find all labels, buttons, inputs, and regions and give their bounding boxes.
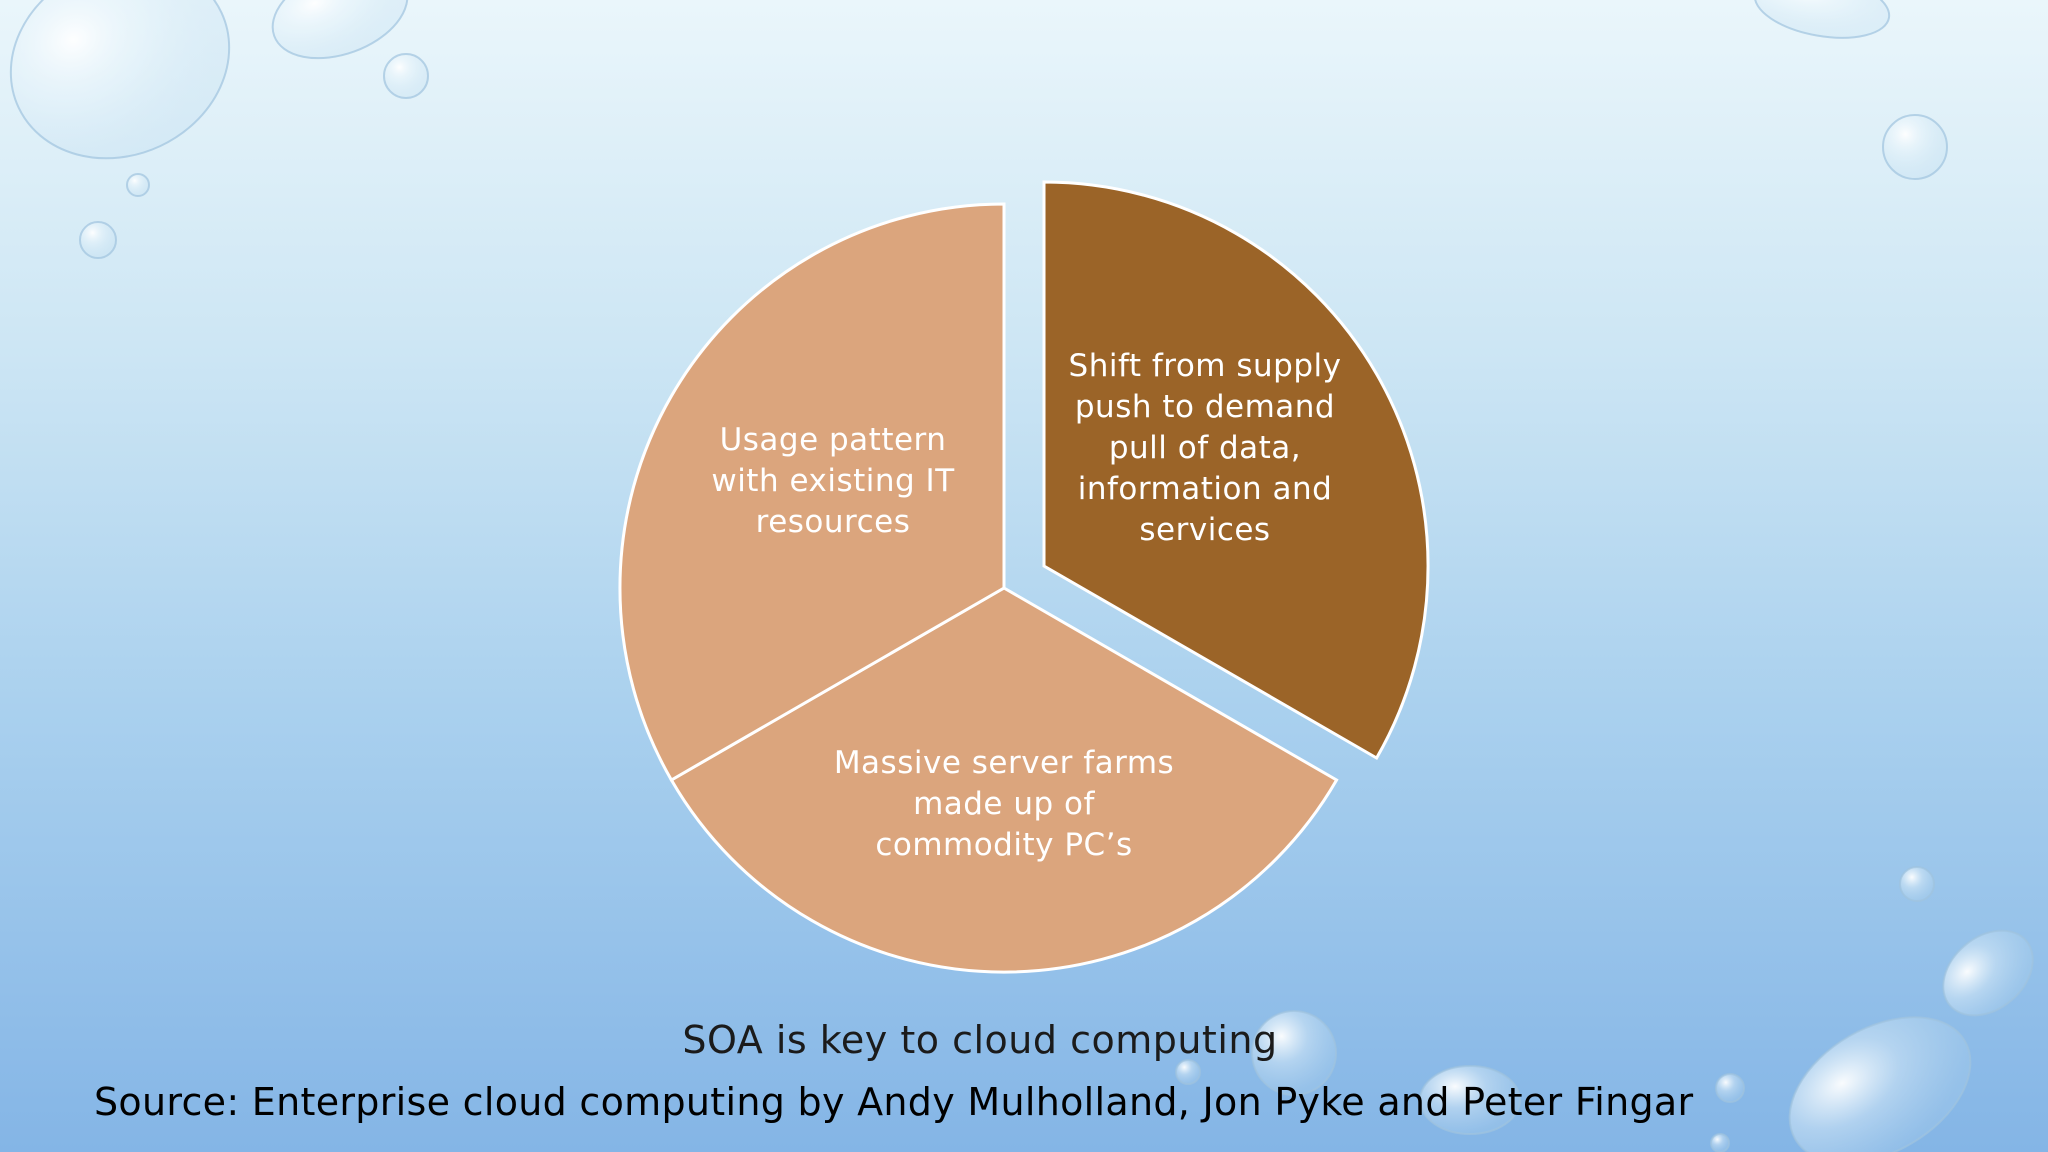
drop-icon (126, 173, 150, 197)
segment-shift-to-demand-pull (1042, 180, 1430, 761)
drop-icon (1251, 1010, 1337, 1096)
segment-label-shift-to-demand-pull: Shift from supply push to demand pull of… (1068, 348, 1342, 548)
drop-icon (1710, 1133, 1730, 1152)
drop-icon (9, 0, 231, 160)
segment-label-usage-pattern: Usage pattern with existing IT resources (711, 422, 955, 540)
drop-icon (1715, 1073, 1745, 1103)
drop-icon (1788, 1016, 1972, 1152)
drop-icon (1899, 866, 1935, 902)
diagram-caption: SOA is key to cloud computing (682, 1018, 1278, 1062)
drop-icon (1942, 929, 2034, 1017)
drop-icon (1882, 114, 1948, 180)
drop-icon (1175, 1059, 1201, 1085)
drop-icon (1753, 0, 1891, 39)
source-citation: Source: Enterprise cloud computing by An… (94, 1080, 1694, 1124)
segment-usage-pattern (618, 202, 1006, 783)
drop-icon (1419, 1065, 1521, 1135)
drop-icon (79, 221, 117, 259)
drop-icon (271, 0, 409, 60)
segment-label-massive-server-farms: Massive server farms made up of commodit… (833, 745, 1175, 863)
drop-icon (383, 53, 429, 99)
